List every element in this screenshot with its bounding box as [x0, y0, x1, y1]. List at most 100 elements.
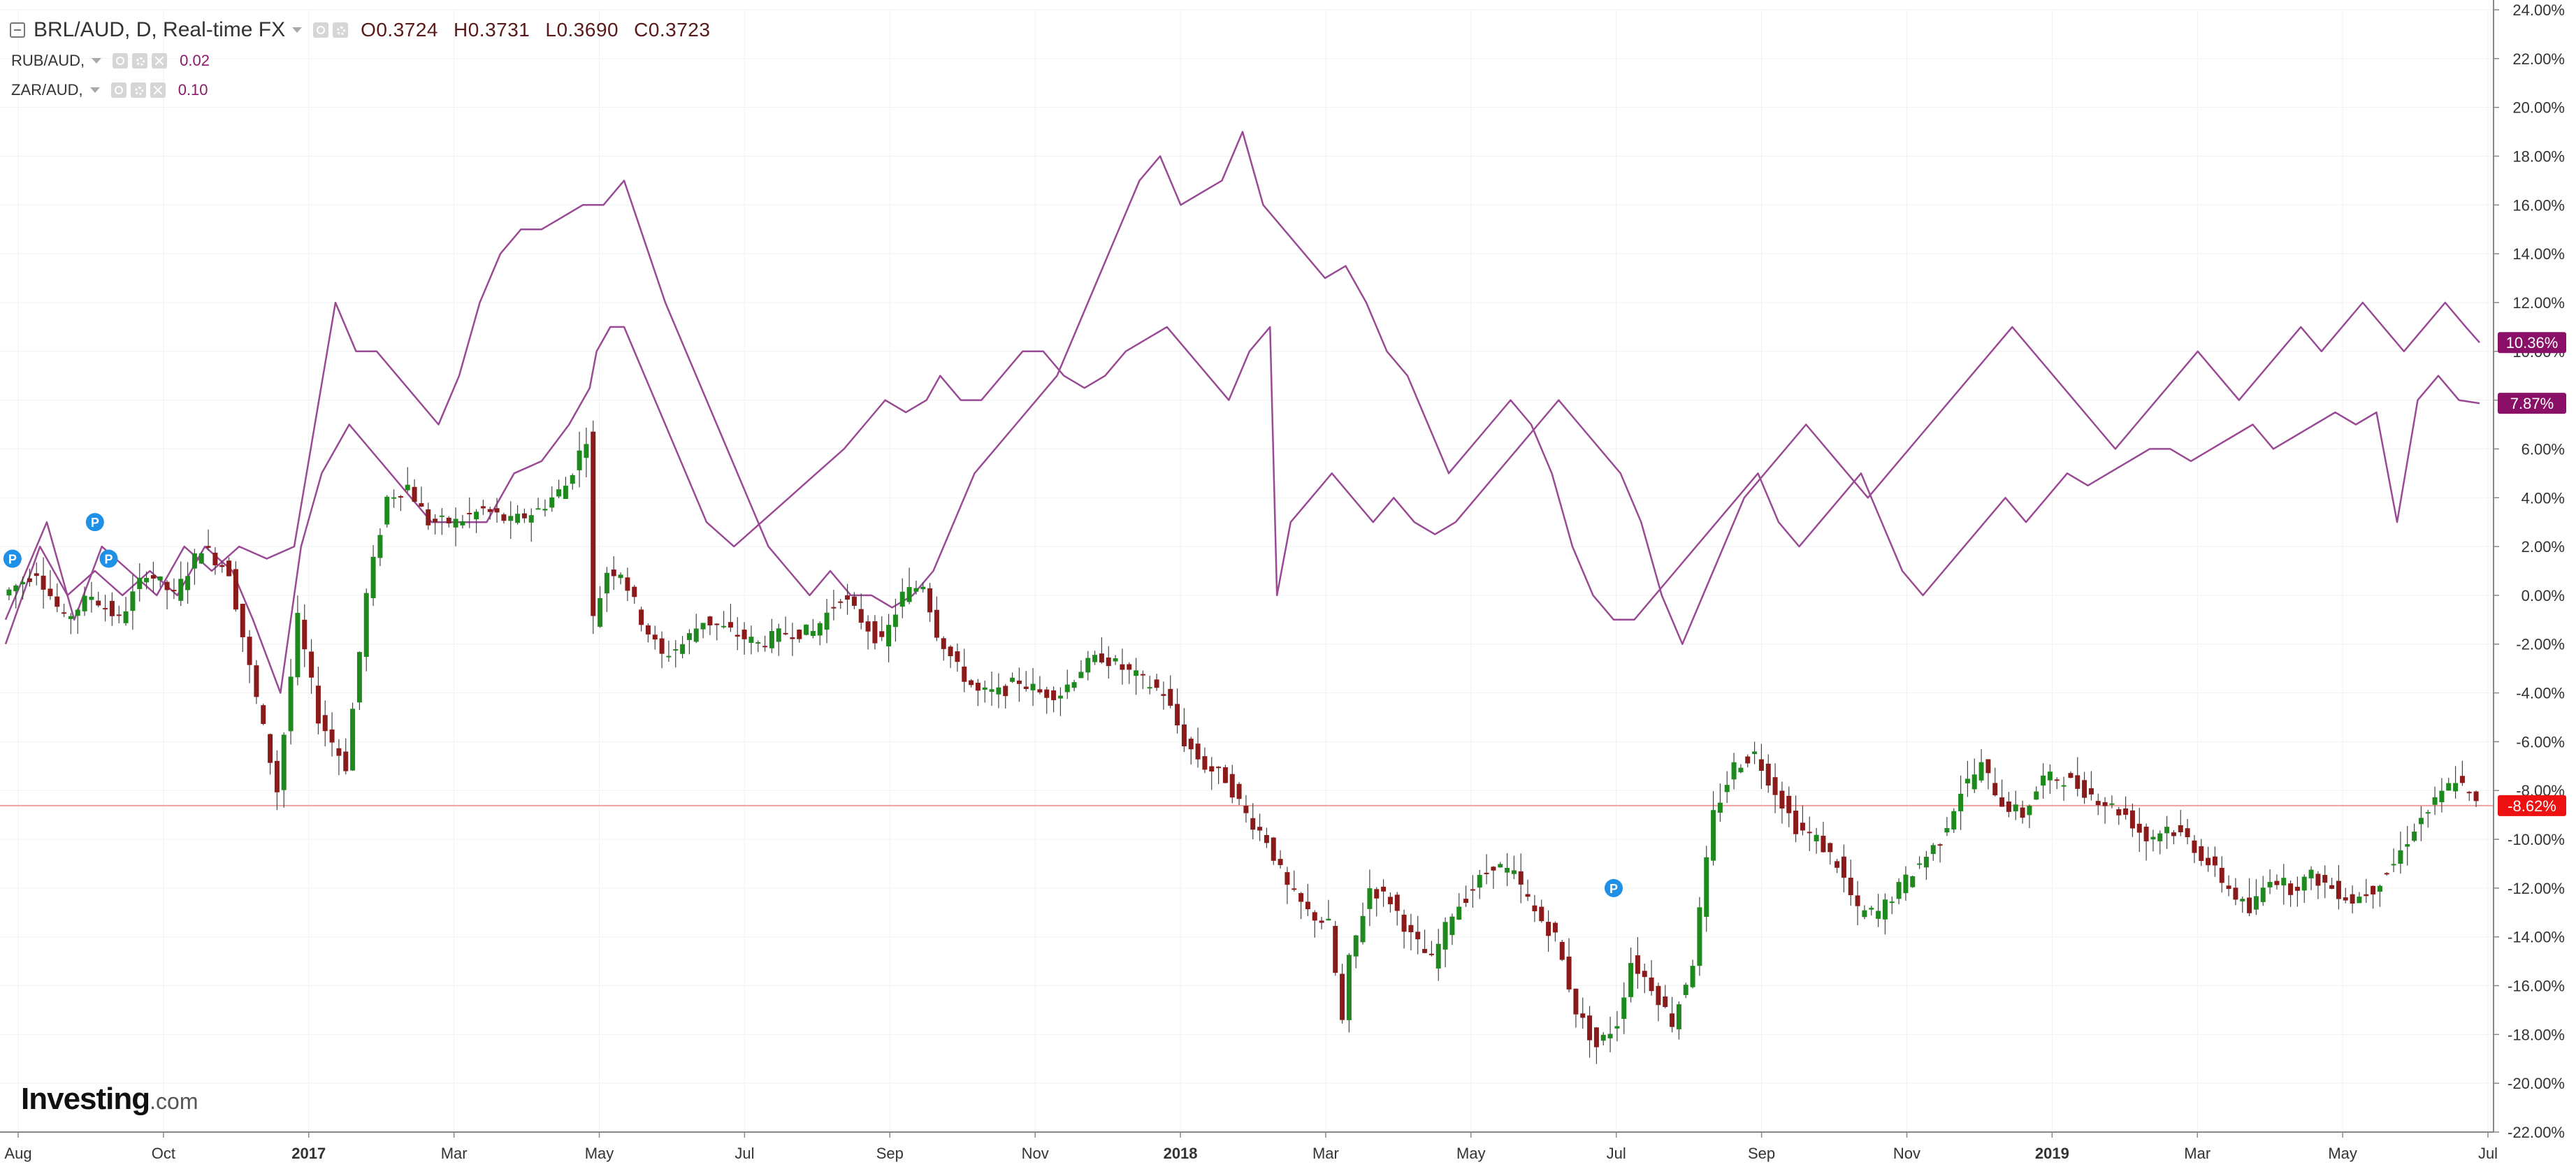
candle-body — [851, 596, 857, 606]
candle-body — [205, 546, 211, 548]
candle-body — [75, 609, 80, 616]
candle-body — [2281, 878, 2287, 886]
candle-body — [948, 646, 953, 656]
candle-body — [1037, 689, 1043, 693]
candle-body — [1449, 916, 1455, 936]
candle-body — [1587, 1015, 1593, 1041]
legend-compare-row-zar[interactable]: ZAR/AUD, 0.10 — [10, 75, 725, 105]
logo-suffix: .com — [150, 1089, 198, 1114]
candle-body — [1882, 899, 1888, 920]
candle-body — [810, 630, 816, 637]
candle-body — [659, 638, 665, 654]
candle-body — [356, 652, 362, 703]
candle-body — [467, 513, 472, 515]
candle-body — [2185, 828, 2190, 838]
candle-body — [2199, 846, 2204, 862]
candle-body — [1236, 783, 1242, 799]
x-tick-label: 2017 — [291, 1145, 326, 1162]
candle-body — [1532, 905, 1537, 912]
candle-body — [1848, 878, 1853, 895]
eye-icon[interactable] — [313, 22, 329, 38]
candle-body — [693, 628, 699, 642]
candle-body — [1910, 876, 1916, 887]
chevron-down-icon[interactable] — [92, 58, 102, 64]
candle-body — [1642, 971, 1647, 978]
candle-body — [1711, 810, 1716, 861]
candle-body — [920, 586, 926, 590]
candle-body — [804, 624, 809, 635]
candle-body — [1958, 793, 1964, 811]
candle-body — [2178, 825, 2183, 833]
candle-body — [975, 683, 981, 691]
gear-icon[interactable] — [132, 53, 148, 68]
eye-icon[interactable] — [110, 82, 126, 98]
candle-body — [1092, 655, 1098, 662]
candle-body — [1243, 806, 1249, 813]
x-tick-label: 2018 — [1164, 1145, 1198, 1162]
gear-icon[interactable] — [130, 82, 146, 98]
close-icon[interactable] — [150, 82, 166, 98]
gear-icon[interactable] — [333, 22, 349, 38]
candle-body — [542, 509, 548, 511]
chevron-down-icon[interactable] — [89, 87, 100, 93]
x-axis[interactable]: Aug Oct 2017 Mar May Jul Sep Nov 2018 Mar May Jul Se… — [0, 1131, 2498, 1162]
candle-body — [1573, 988, 1579, 1015]
main-symbol-title[interactable]: BRL/AUD, D, Real-time FX — [34, 18, 286, 41]
candle-body — [302, 619, 307, 650]
candle-body — [899, 591, 905, 607]
candle-body — [1285, 872, 1290, 885]
candle-body — [501, 514, 507, 521]
candle-body — [2329, 885, 2335, 889]
candle-body — [2192, 840, 2197, 853]
candle-body — [2364, 894, 2369, 897]
candle-body — [82, 595, 87, 611]
collapse-icon[interactable] — [10, 22, 25, 38]
legend-main-row[interactable]: BRL/AUD, D, Real-time FX O0.3724 H0.3731 L… — [10, 14, 725, 46]
candle-body — [563, 486, 568, 500]
candle-body — [1889, 901, 1895, 904]
candle-body — [377, 535, 383, 558]
legend-compare-row-rub[interactable]: RUB/AUD, 0.02 — [10, 46, 725, 75]
close-icon[interactable] — [152, 53, 168, 68]
candle-body — [2398, 850, 2403, 864]
candle-body — [528, 515, 534, 523]
x-tick-label: Nov — [1022, 1145, 1049, 1162]
candle-body — [508, 516, 514, 521]
candle-body — [2253, 896, 2259, 910]
candle-body — [1147, 687, 1152, 689]
candle-body — [254, 665, 259, 697]
candle-body — [680, 644, 686, 654]
candle-body — [1635, 955, 1640, 974]
x-tick-label: Mar — [1312, 1145, 1339, 1162]
candle-body — [632, 586, 637, 597]
candle-body — [1175, 704, 1180, 726]
event-marker-icon[interactable] — [3, 549, 22, 568]
candlestick-series-brl-aud — [6, 420, 2479, 1064]
event-marker-icon[interactable] — [1605, 878, 1623, 897]
candle-body — [1828, 843, 1833, 853]
candle-body — [962, 666, 967, 682]
series-group — [4, 131, 2480, 1064]
candle-body — [1422, 948, 1428, 953]
y-axis[interactable]: 24.00% 22.00% 20.00% 18.00% 16.00% 14.00% 12.0… — [2493, 0, 2565, 1141]
candle-body — [2405, 844, 2410, 847]
candle-body — [1367, 888, 1373, 909]
candle-body — [2459, 776, 2465, 783]
candle-body — [618, 574, 623, 579]
candle-body — [1511, 870, 1517, 874]
x-tick-label: Mar — [2184, 1145, 2210, 1162]
event-marker-icon[interactable] — [85, 513, 104, 532]
x-tick-label: May — [1456, 1145, 1486, 1162]
event-markers[interactable]: P P P P — [3, 513, 1623, 897]
compare-symbol-title[interactable]: RUB/AUD, — [11, 52, 85, 69]
candle-body — [2047, 771, 2053, 781]
eye-icon[interactable] — [113, 53, 129, 68]
candle-body — [969, 680, 974, 686]
candle-body — [1071, 682, 1077, 688]
event-marker-icon[interactable] — [99, 549, 118, 568]
compare-symbol-title[interactable]: ZAR/AUD, — [11, 81, 83, 99]
candle-body — [1195, 744, 1201, 760]
candle-body — [1745, 756, 1751, 764]
chevron-down-icon[interactable] — [292, 27, 303, 33]
